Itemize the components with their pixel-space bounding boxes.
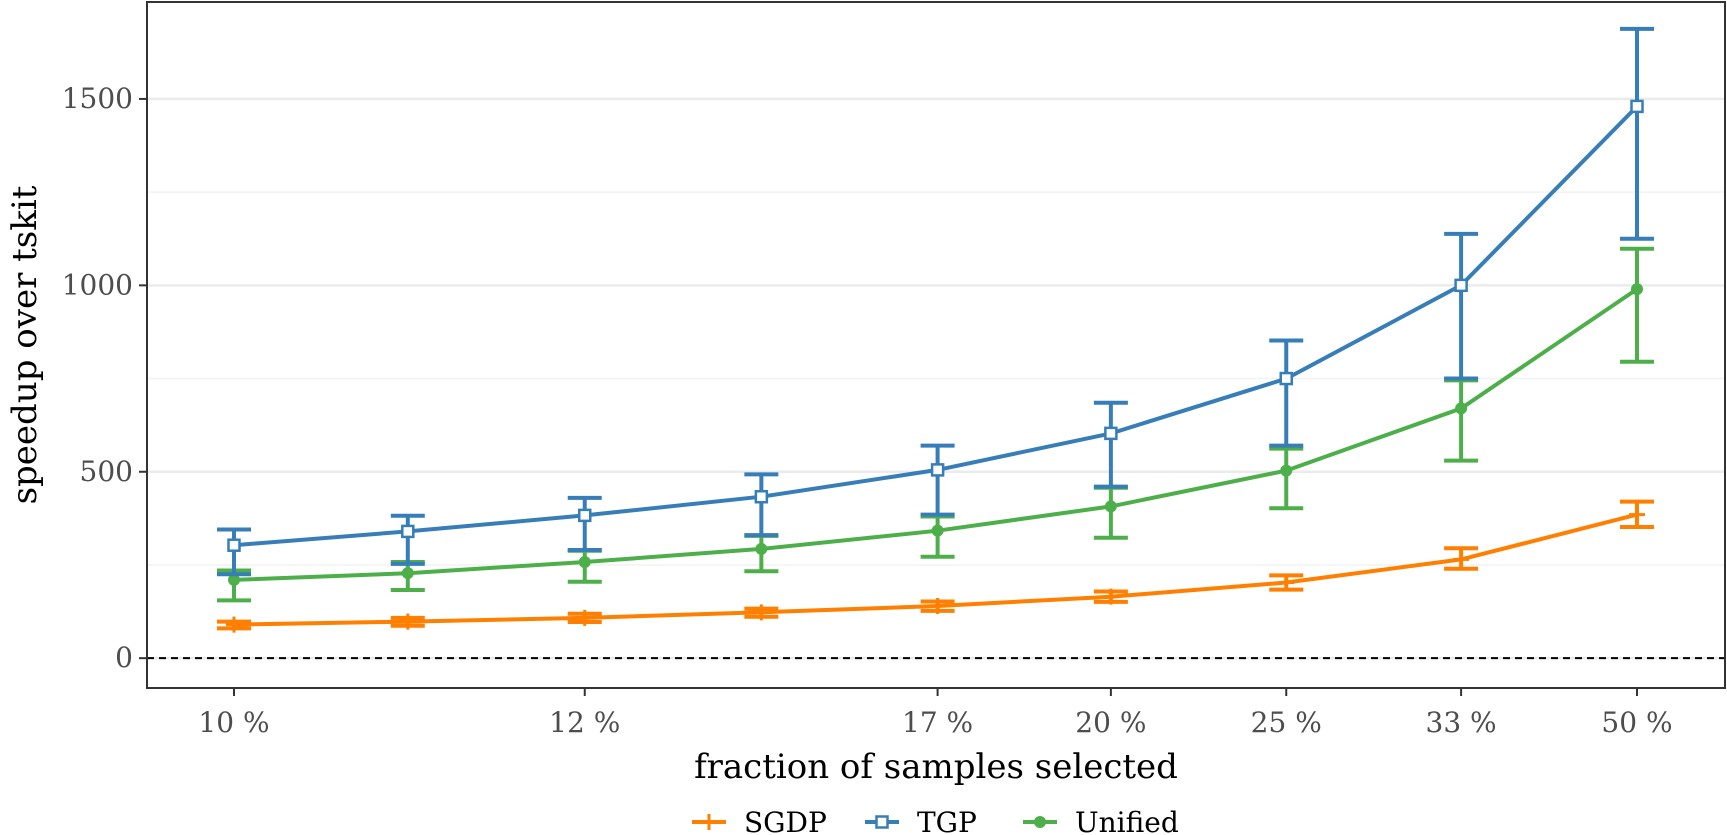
data-point-marker [701, 814, 717, 830]
data-point-marker [1102, 588, 1119, 605]
error-bar [1093, 485, 1128, 540]
x-axis: 10 % 12 % 17 % 20 % 25 % 33 % 50 % [198, 688, 1673, 739]
data-point-marker [401, 567, 414, 580]
data-point-marker [1104, 426, 1118, 441]
data-point-marker [929, 597, 946, 614]
x-tick-label: 10 % [198, 706, 269, 739]
data-point-marker [1280, 464, 1293, 477]
legend-item-tgp: TGP [865, 806, 977, 835]
data-point-marker [401, 524, 415, 539]
error-bar [1620, 246, 1654, 364]
data-point-marker [931, 524, 944, 537]
y-tick-label: 1000 [62, 268, 133, 301]
data-point-marker [1631, 283, 1643, 296]
y-axis-title: speedup over tskit [5, 185, 45, 504]
y-tick-label: 500 [80, 455, 133, 488]
data-point-marker [399, 613, 416, 630]
data-point-marker [875, 815, 889, 829]
legend-item-sgdp: SGDP [692, 806, 827, 835]
error-bar [1093, 400, 1128, 489]
legend-label: Unified [1075, 806, 1179, 835]
error-bar [1444, 378, 1479, 463]
data-point-marker [1034, 816, 1046, 828]
series-line [233, 104, 1639, 548]
data-point-marker [226, 616, 242, 633]
data-point-marker [1279, 371, 1293, 386]
plot-panel-border [146, 1, 1726, 689]
error-bar [1269, 338, 1304, 448]
data-point-marker [754, 489, 769, 504]
x-tick-label: 33 % [1426, 706, 1497, 739]
data-point-marker [1454, 278, 1468, 293]
series-tgp [217, 26, 1654, 577]
series [217, 26, 1654, 633]
data-point-marker [578, 555, 591, 568]
data-point-marker [930, 463, 945, 477]
data-point-marker [753, 604, 770, 621]
error-bar [1620, 26, 1654, 241]
data-point-marker [1630, 99, 1644, 114]
error-bar [744, 472, 779, 538]
y-tick-label: 1500 [62, 82, 133, 115]
x-tick-label: 17 % [902, 706, 973, 739]
data-point-marker [576, 609, 593, 626]
x-tick-label: 50 % [1601, 706, 1672, 739]
data-point-marker [1629, 506, 1645, 523]
series-unified [217, 246, 1654, 603]
series-sgdp [217, 499, 1654, 633]
data-point-marker [755, 542, 768, 555]
legend: SGDP TGP Unified [692, 806, 1179, 835]
data-point-marker [1278, 574, 1295, 591]
y-axis: 0 500 1000 1500 [62, 82, 147, 674]
x-axis-title: fraction of samples selected [694, 747, 1178, 787]
y-tick-label: 0 [115, 641, 133, 674]
error-bar [1269, 446, 1304, 511]
data-point-marker [227, 538, 241, 552]
data-point-marker [1453, 551, 1470, 568]
data-point-marker [578, 508, 592, 523]
data-point-marker [1455, 402, 1468, 415]
x-tick-label: 20 % [1075, 706, 1146, 739]
data-point-marker [1104, 500, 1117, 513]
error-bar [920, 443, 955, 517]
error-bar [567, 495, 602, 553]
error-bar [1444, 231, 1479, 381]
legend-item-unified: Unified [1023, 806, 1179, 835]
legend-label: SGDP [744, 806, 827, 835]
x-tick-label: 12 % [549, 706, 620, 739]
x-tick-label: 25 % [1251, 706, 1322, 739]
error-bar [390, 513, 425, 566]
legend-label: TGP [917, 806, 977, 835]
data-point-marker [228, 573, 240, 586]
